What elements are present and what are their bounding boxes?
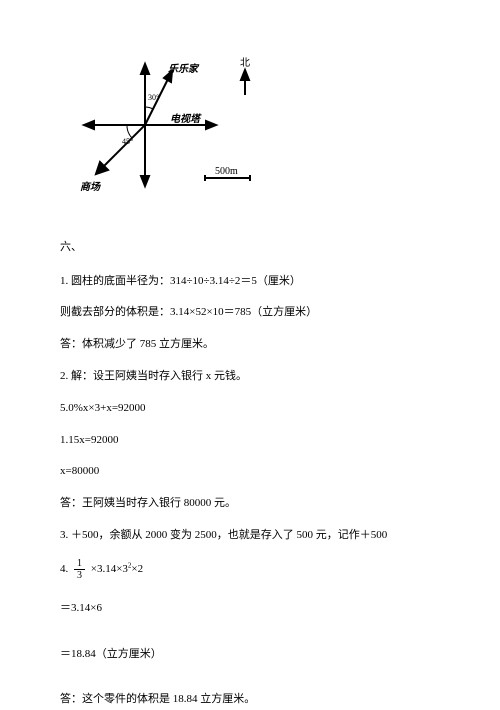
arrow-left bbox=[84, 121, 94, 129]
q3-line1: 3. ＋500，余额从 2000 变为 2500，也就是存入了 500 元，记作… bbox=[60, 526, 440, 546]
fraction-one-third: 1 3 bbox=[74, 558, 85, 581]
direction-diagram: 北 乐乐家 电视塔 商场 30° 45° 500m bbox=[70, 50, 440, 208]
q1-line2: 则截去部分的体积是：3.14×52×10＝785（立方厘米） bbox=[60, 303, 440, 323]
mall-label: 商场 bbox=[80, 181, 101, 193]
q2-line1: 2. 解：设王阿姨当时存入银行 x 元钱。 bbox=[60, 367, 440, 387]
q4-line3: ＝18.84（立方厘米） bbox=[60, 645, 440, 665]
section-heading: 六、 bbox=[60, 238, 440, 258]
diagram-svg: 北 乐乐家 电视塔 商场 30° 45° 500m bbox=[70, 50, 270, 200]
north-label: 北 bbox=[240, 57, 250, 69]
q1-line1: 1. 圆柱的底面半径为：314÷10÷3.14÷2＝5（厘米） bbox=[60, 272, 440, 292]
frac-den: 3 bbox=[74, 570, 85, 581]
arrow-down bbox=[141, 176, 149, 186]
scale-label: 500m bbox=[215, 166, 238, 177]
lelejia-label: 乐乐家 bbox=[168, 63, 200, 75]
q4-tail: ×2 bbox=[131, 563, 143, 575]
arc-30 bbox=[145, 107, 153, 109]
q4-line4: 答：这个零件的体积是 18.84 立方厘米。 bbox=[60, 690, 440, 710]
frac-num: 1 bbox=[74, 558, 85, 570]
north-arrow-head bbox=[241, 70, 249, 80]
q4-line1: 4. 1 3 ×3.14×32×2 bbox=[60, 558, 440, 581]
angle-30-label: 30° bbox=[148, 93, 159, 102]
arrow-right bbox=[206, 121, 216, 129]
angle-45-label: 45° bbox=[122, 137, 133, 146]
q2-line2: 5.0%x×3+x=92000 bbox=[60, 399, 440, 419]
line-45deg bbox=[100, 125, 145, 170]
q1-line3: 答：体积减少了 785 立方厘米。 bbox=[60, 335, 440, 355]
q4-line2: ＝3.14×6 bbox=[60, 599, 440, 619]
q2-line5: 答：王阿姨当时存入银行 80000 元。 bbox=[60, 494, 440, 514]
q2-line4: x=80000 bbox=[60, 462, 440, 482]
q4-after: ×3.14×3 bbox=[91, 563, 128, 575]
q4-prefix: 4. bbox=[60, 563, 71, 575]
q2-line3: 1.15x=92000 bbox=[60, 431, 440, 451]
tvtower-label: 电视塔 bbox=[170, 113, 202, 125]
arrow-up bbox=[141, 64, 149, 74]
